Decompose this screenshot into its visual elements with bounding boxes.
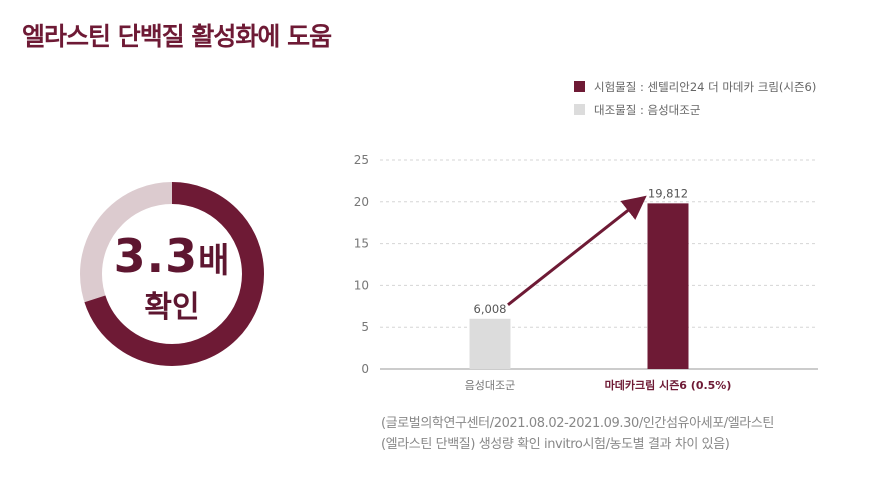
bar-1 (469, 318, 511, 369)
legend-swatch-control (574, 104, 585, 115)
footnote: (글로벌의학연구센터/2021.08.02-2021.09.30/인간섬유아세포… (381, 413, 774, 455)
y-tick-label: 5 (361, 320, 369, 334)
y-tick-label: 15 (354, 237, 369, 251)
ratio-ring-badge: 3.3배 확인 (79, 181, 265, 367)
y-tick-label: 25 (354, 153, 369, 167)
page-title: 엘라스틴 단백질 활성화에 도움 (22, 22, 332, 51)
bar-chart: 0 5 10 15 20 25 6,008 음성대조군 19,812 마데카크림 시즌6 (0.5… (354, 153, 818, 392)
footnote-line-1: (글로벌의학연구센터/2021.08.02-2021.09.30/인간섬유아세포… (381, 416, 774, 431)
y-tick-label: 20 (354, 195, 369, 209)
legend-item-test: 시험물질 : 센텔리안24 더 마데카 크림(시즌6) (574, 75, 816, 98)
bar-value-label: 19,812 (648, 186, 688, 200)
footnote-line-2: (엘라스틴 단백질) 생성량 확인 invitro시험/농도별 결과 차이 있음… (381, 437, 730, 452)
ring-progress (80, 182, 264, 366)
ratio-value: 3.3배 (79, 233, 265, 279)
chart-legend: 시험물질 : 센텔리안24 더 마데카 크림(시즌6) 대조물질 : 음성대조군 (574, 75, 816, 121)
legend-label-control: 대조물질 : 음성대조군 (594, 102, 701, 117)
bar-2 (647, 203, 689, 369)
y-tick-label: 10 (354, 278, 369, 292)
ratio-unit: 배 (198, 241, 231, 281)
x-tick-label: 음성대조군 (465, 379, 516, 392)
legend-item-control: 대조물질 : 음성대조군 (574, 98, 816, 121)
ratio-caption: 확인 (144, 290, 200, 325)
legend-label-test: 시험물질 : 센텔리안24 더 마데카 크림(시즌6) (594, 79, 817, 94)
y-tick-label: 0 (361, 362, 369, 376)
legend-swatch-test (574, 81, 585, 92)
trend-arrow (507, 195, 647, 306)
x-tick-label: 마데카크림 시즌6 (0.5%) (605, 378, 732, 392)
ratio-number: 3.3 (113, 229, 199, 283)
bar-value-label: 6,008 (474, 302, 507, 316)
